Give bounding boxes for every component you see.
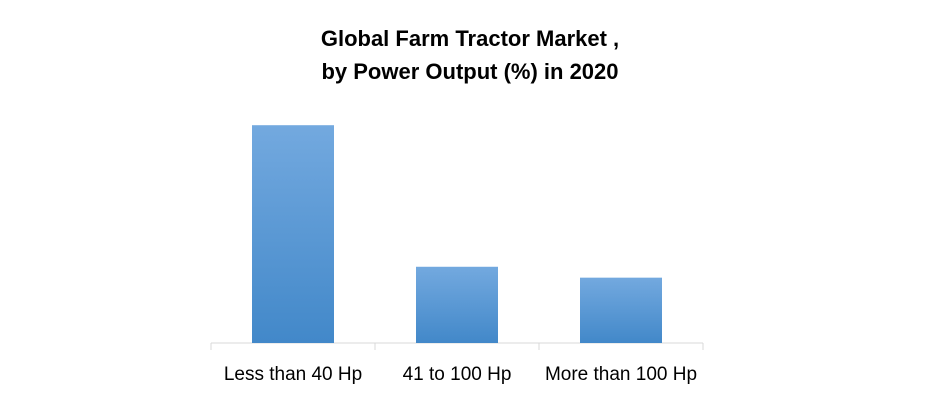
chart-title: by Power Output (%) in 2020 — [321, 59, 618, 84]
x-tick-label: Less than 40 Hp — [224, 364, 362, 385]
x-tick-label: More than 100 Hp — [545, 364, 697, 385]
bar — [580, 277, 662, 343]
chart-title: Global Farm Tractor Market , — [321, 26, 619, 51]
bar — [416, 266, 498, 343]
x-tick-label: 41 to 100 Hp — [403, 364, 512, 385]
bar — [252, 125, 334, 343]
